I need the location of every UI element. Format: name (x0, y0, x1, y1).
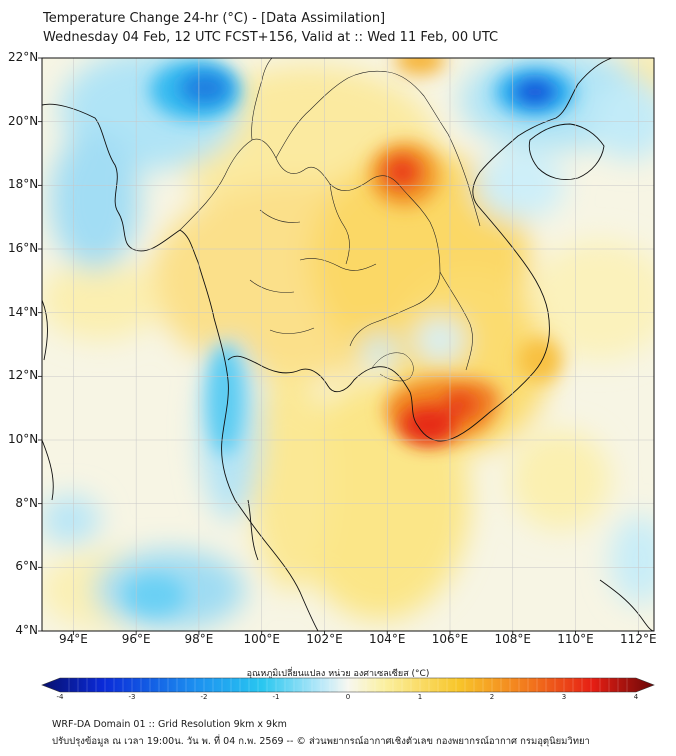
lon-label: 106°E (431, 632, 469, 646)
lat-label: 20°N (8, 113, 39, 128)
lat-label: 6°N (15, 559, 38, 574)
colorbar-title: อุณหภูมิเปลี่ยนแปลง หน่วย องศาเซลเซียส (… (246, 669, 430, 679)
lon-label: 104°E (368, 632, 406, 646)
lat-label: 22°N (8, 50, 39, 64)
colorbar-tick-label: -1 (272, 693, 280, 701)
gridlines (42, 58, 654, 631)
coastlines (42, 58, 654, 631)
colorbar-tick-label: 1 (417, 693, 423, 701)
colorbar (41, 677, 655, 693)
lon-label: 100°E (243, 632, 280, 646)
footer-credits: ปรับปรุงข้อมูล ณ เวลา 19:00น. วัน พ. ที่… (52, 736, 590, 747)
colorbar-tick-label: 3 (561, 693, 567, 701)
rivers (371, 352, 414, 382)
lat-label: 10°N (8, 432, 39, 446)
colorbar-tick-label: -3 (128, 693, 136, 701)
colorbar-tick-label: 4 (633, 693, 639, 701)
lat-label: 18°N (8, 177, 39, 192)
lat-label: 8°N (15, 495, 38, 510)
axis-ticks (38, 57, 639, 635)
lat-label: 4°N (15, 623, 38, 637)
lon-label: 94°E (58, 632, 88, 646)
plot-frame (41, 57, 655, 632)
lon-label: 110°E (557, 632, 594, 646)
colorbar-tick-label: -4 (56, 693, 64, 701)
lat-label: 16°N (8, 241, 39, 255)
lon-label: 98°E (184, 632, 214, 646)
lat-label: 14°N (8, 304, 39, 319)
lon-label: 108°E (494, 632, 532, 646)
chart-subtitle: Wednesday 04 Feb, 12 UTC FCST+156, Valid… (43, 30, 499, 45)
colorbar-bar (41, 677, 655, 693)
lon-label: 102°E (306, 632, 343, 646)
colorbar-tick-label: 2 (489, 693, 495, 701)
lon-label: 96°E (121, 632, 151, 646)
footer-model-info: WRF-DA Domain 01 :: Grid Resolution 9km … (52, 719, 287, 730)
colorbar-tick-label: 0 (345, 693, 351, 701)
lon-label: 112°E (620, 632, 657, 646)
temperature-field (42, 58, 654, 631)
chart-title: Temperature Change 24-hr (°C) - [Data As… (43, 11, 386, 26)
colorbar-tick-label: -2 (200, 693, 208, 701)
borders (179, 58, 481, 371)
lat-label: 12°N (8, 368, 39, 383)
